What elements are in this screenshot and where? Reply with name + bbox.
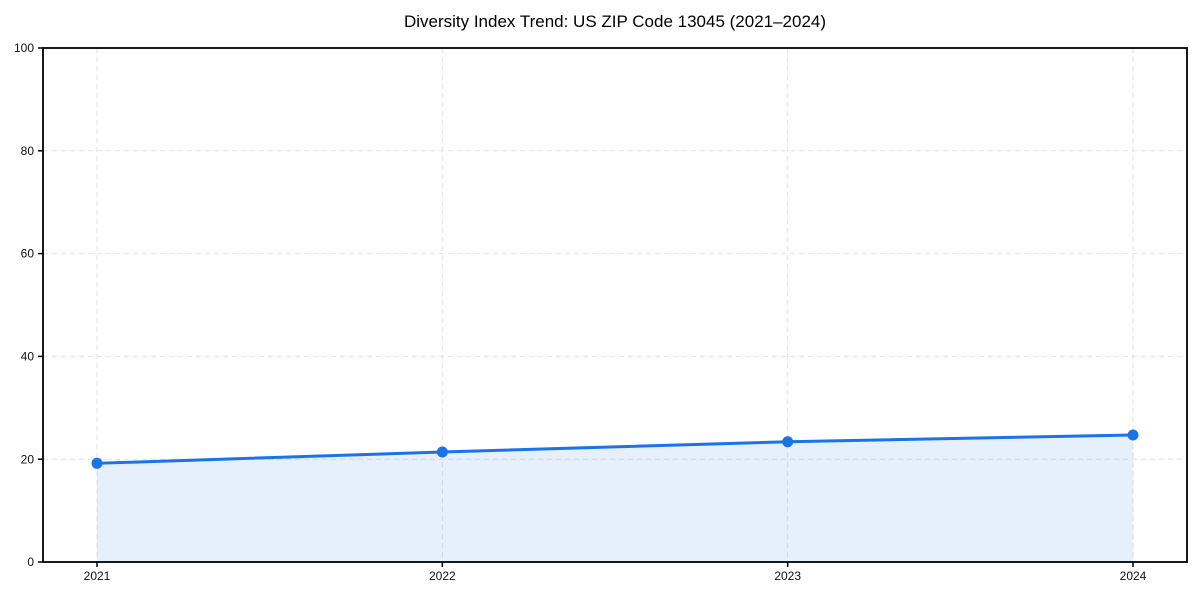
data-point-2024 [1127, 429, 1139, 441]
data-point-2021 [91, 457, 103, 469]
x-tick-label-2022: 2022 [429, 569, 456, 583]
y-tick-label-60: 60 [21, 247, 35, 261]
y-tick-label-0: 0 [27, 555, 34, 569]
x-tick-label-2021: 2021 [84, 569, 111, 583]
chart-title: Diversity Index Trend: US ZIP Code 13045… [403, 12, 827, 31]
area-fill [97, 435, 1133, 562]
y-tick-label-80: 80 [21, 144, 35, 158]
x-tick-label-2024: 2024 [1120, 569, 1147, 583]
y-tick-label-20: 20 [21, 452, 35, 466]
x-tick-label-2023: 2023 [774, 569, 801, 583]
data-point-2023 [782, 436, 794, 448]
y-tick-label-40: 40 [21, 349, 35, 363]
trend-line [95, 433, 1135, 465]
data-point-2022 [436, 446, 448, 458]
y-tick-label-100: 100 [14, 41, 34, 55]
plot-border [42, 47, 1188, 563]
